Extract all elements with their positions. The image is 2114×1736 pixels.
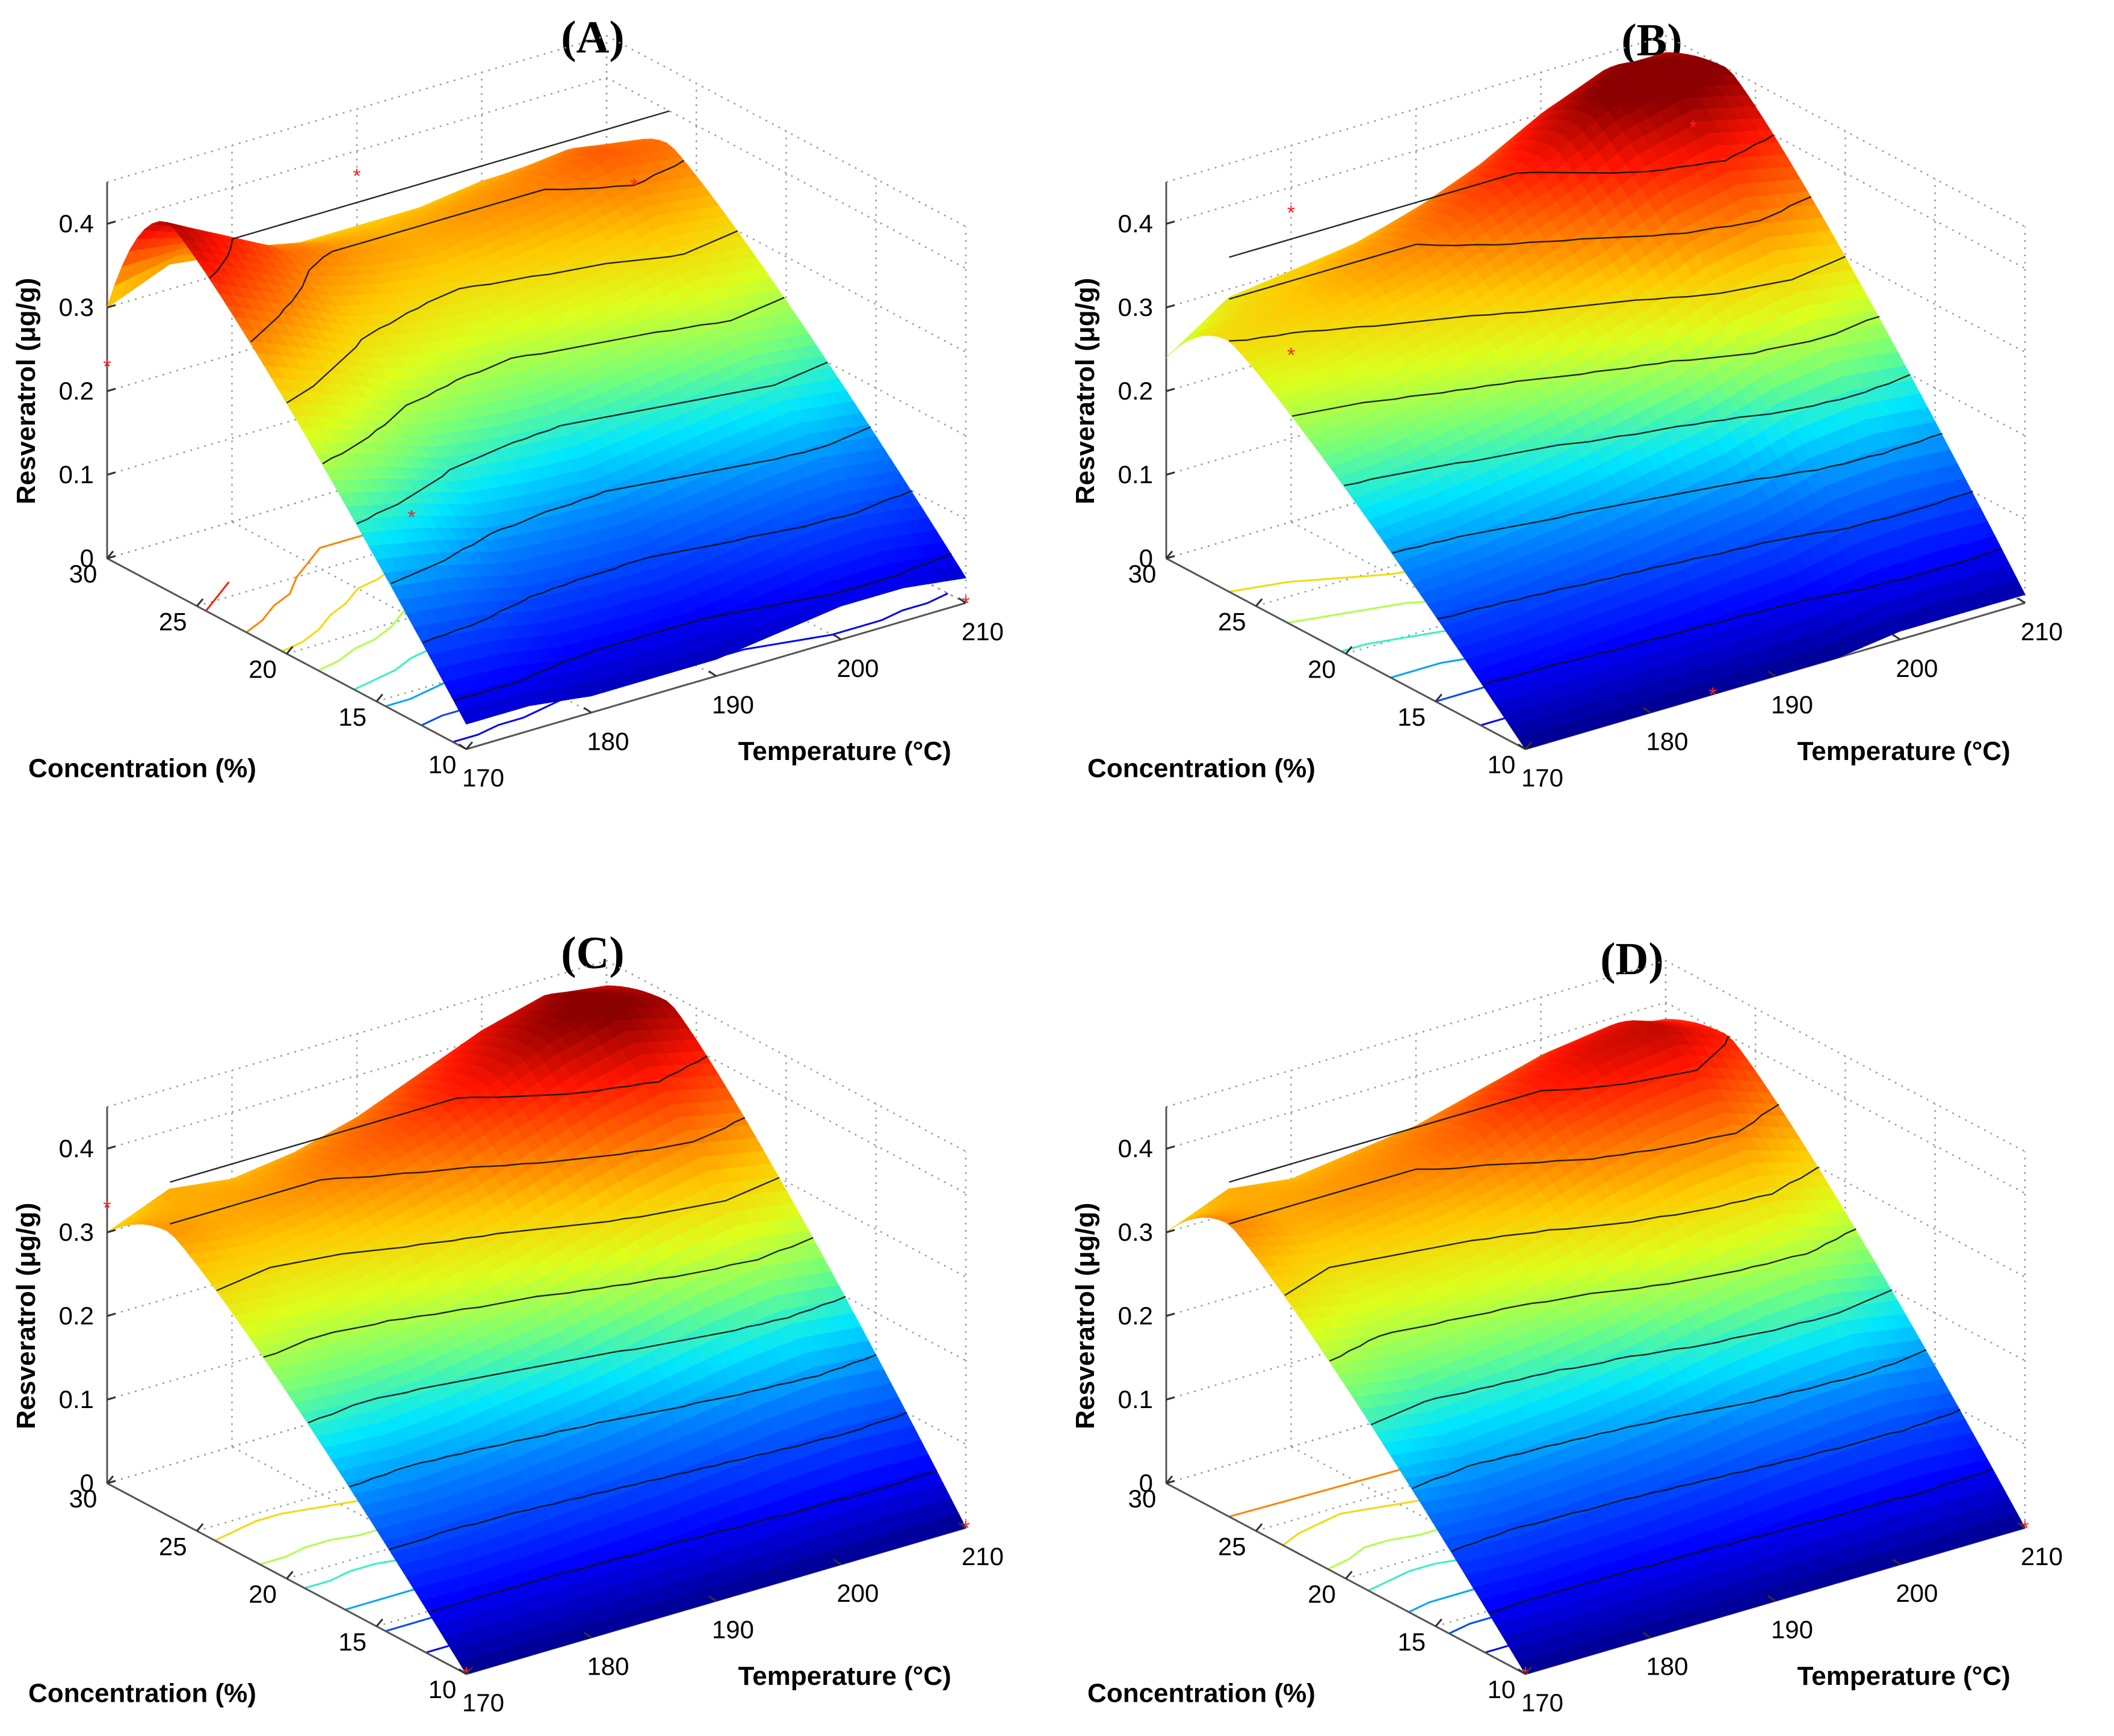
x-tick-label: 20 <box>1308 655 1336 684</box>
x-tick-label: 10 <box>1488 750 1516 779</box>
z-tick-label: 0.3 <box>1118 293 1153 321</box>
y-tick-label: 190 <box>712 691 754 719</box>
y-tick-label: 190 <box>1771 691 1813 719</box>
y-tick-label: 180 <box>587 727 629 755</box>
z-tick <box>1166 304 1175 309</box>
floor-contour <box>205 581 230 612</box>
z-tick-label: 0.4 <box>1118 209 1153 238</box>
y-tick-label: 200 <box>1896 654 1938 682</box>
x-tick-label: 25 <box>1218 607 1246 635</box>
z-tick-label: 0.1 <box>1118 460 1153 489</box>
panel-title: (A) <box>561 12 625 63</box>
y-tick <box>1892 634 1901 640</box>
x-tick-label: 30 <box>69 560 97 588</box>
y-tick <box>708 670 717 677</box>
gridline <box>107 35 966 227</box>
y-tick <box>583 707 592 714</box>
gridline <box>107 76 966 270</box>
y-tick-label: 200 <box>836 654 879 682</box>
z-tick <box>1166 388 1175 392</box>
observed-point: * <box>353 165 360 188</box>
surface-mesh <box>107 985 966 1675</box>
observed-point: * <box>630 175 638 197</box>
z-tick-label: 0.3 <box>59 293 94 321</box>
x-tick <box>196 598 204 607</box>
y-tick-label: 170 <box>462 764 504 792</box>
panel-title: (C) <box>561 928 625 978</box>
x-tick <box>376 693 383 702</box>
y-tick-label: 210 <box>962 617 1004 646</box>
x-tick-label: 15 <box>338 703 366 731</box>
x-axis-label: Concentration (%) <box>1087 754 1315 783</box>
z-axis-label: Resveratrol (μg/g) <box>11 278 41 505</box>
y-tick-label: 180 <box>1646 727 1688 755</box>
y-tick <box>2017 597 2026 604</box>
x-tick <box>1255 598 1263 607</box>
observed-point: * <box>1287 202 1295 224</box>
observed-point: * <box>103 355 111 378</box>
z-tick-label: 0.2 <box>1118 377 1153 405</box>
y-axis-label: Temperature (°C) <box>738 737 951 766</box>
observed-point: * <box>962 592 969 615</box>
z-tick <box>107 220 116 225</box>
x-tick-label: 10 <box>428 750 457 779</box>
observed-point: * <box>1709 684 1717 706</box>
observed-point: * <box>407 506 415 529</box>
z-tick <box>1166 220 1175 225</box>
surface-mesh <box>1166 52 2026 750</box>
observed-point: * <box>1689 116 1697 139</box>
y-axis-label: Temperature (°C) <box>1797 737 2010 766</box>
z-tick-label: 0.2 <box>59 377 94 405</box>
y-tick <box>833 634 842 640</box>
z-tick <box>107 471 116 476</box>
x-tick-label: 30 <box>1128 560 1157 588</box>
y-tick-label: 210 <box>2021 617 2063 646</box>
z-tick-label: 0.4 <box>59 209 94 238</box>
x-axis-label: Concentration (%) <box>28 754 256 783</box>
y-tick-label: 170 <box>1521 764 1563 792</box>
surface-mesh <box>106 138 966 725</box>
z-tick-label: 0.1 <box>59 460 94 489</box>
x-tick-label: 15 <box>1397 703 1426 731</box>
z-tick <box>1166 471 1175 476</box>
x-tick-label: 25 <box>159 607 187 635</box>
observed-point: * <box>1287 344 1295 366</box>
z-axis-label: Resveratrol (μg/g) <box>1071 278 1100 505</box>
x-tick-label: 20 <box>249 655 277 684</box>
z-tick <box>107 388 116 392</box>
